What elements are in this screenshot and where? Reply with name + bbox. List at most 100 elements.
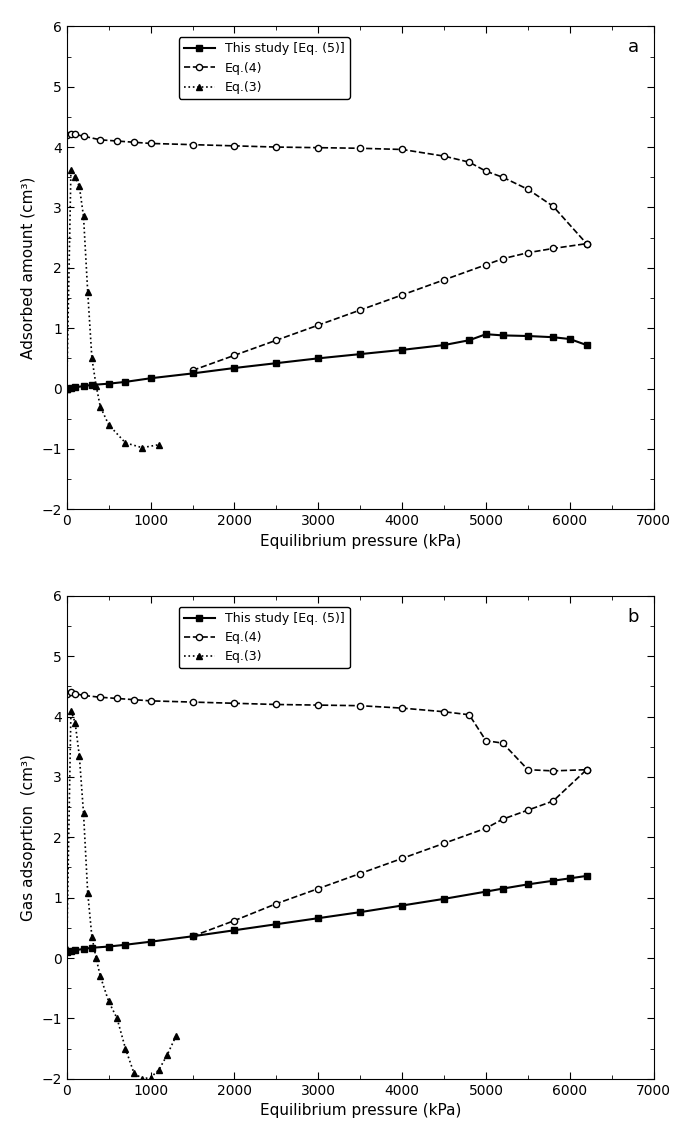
Eq.(3) (84, 285, 92, 298)
Eq.(4) (524, 182, 532, 196)
This study [Eq. (5)] (499, 328, 507, 342)
Eq.(4) (113, 691, 121, 705)
Eq.(4) (499, 736, 507, 749)
Eq.(4) (549, 764, 557, 778)
Text: a: a (628, 39, 639, 57)
Eq.(3) (80, 806, 88, 820)
Eq.(4) (96, 690, 104, 704)
Eq.(4) (583, 237, 591, 251)
This study [Eq. (5)] (121, 937, 129, 951)
Eq.(4) (465, 155, 473, 169)
Eq.(3) (104, 418, 113, 432)
This study [Eq. (5)] (549, 330, 557, 344)
Eq.(4) (482, 164, 490, 178)
Line: Eq.(4): Eq.(4) (64, 131, 590, 247)
This study [Eq. (5)] (88, 378, 96, 392)
Eq.(3) (84, 886, 92, 900)
Line: Eq.(4): Eq.(4) (64, 689, 590, 775)
Legend: This study [Eq. (5)], Eq.(4), Eq.(3): This study [Eq. (5)], Eq.(4), Eq.(3) (179, 607, 349, 669)
Eq.(4) (272, 698, 280, 712)
Eq.(4) (440, 149, 448, 163)
Eq.(4) (314, 141, 322, 155)
Eq.(3) (62, 382, 71, 395)
This study [Eq. (5)] (583, 869, 591, 883)
This study [Eq. (5)] (583, 338, 591, 352)
Eq.(4) (549, 199, 557, 213)
X-axis label: Equilibrium pressure (kPa): Equilibrium pressure (kPa) (260, 1104, 461, 1118)
Eq.(3) (138, 1072, 147, 1085)
Eq.(3) (71, 715, 80, 729)
Eq.(4) (230, 696, 239, 710)
Line: Eq.(3): Eq.(3) (64, 167, 162, 451)
Eq.(4) (188, 695, 197, 708)
Eq.(4) (398, 702, 406, 715)
This study [Eq. (5)] (314, 352, 322, 366)
This study [Eq. (5)] (272, 917, 280, 931)
This study [Eq. (5)] (104, 377, 113, 391)
X-axis label: Equilibrium pressure (kPa): Equilibrium pressure (kPa) (260, 534, 461, 549)
Eq.(3) (92, 378, 100, 392)
Eq.(4) (96, 133, 104, 147)
This study [Eq. (5)] (314, 911, 322, 925)
This study [Eq. (5)] (188, 367, 197, 380)
Eq.(4) (67, 686, 75, 699)
This study [Eq. (5)] (71, 380, 80, 394)
Eq.(4) (482, 734, 490, 747)
Eq.(4) (113, 134, 121, 148)
Eq.(3) (147, 1071, 155, 1084)
Line: This study [Eq. (5)]: This study [Eq. (5)] (64, 331, 590, 392)
This study [Eq. (5)] (188, 929, 197, 943)
This study [Eq. (5)] (121, 375, 129, 388)
This study [Eq. (5)] (62, 382, 71, 395)
Eq.(3) (62, 942, 71, 956)
Eq.(4) (465, 708, 473, 722)
Eq.(4) (80, 689, 88, 703)
Eq.(4) (583, 763, 591, 777)
This study [Eq. (5)] (440, 892, 448, 906)
Y-axis label: Gas adsoprtion  (cm³): Gas adsoprtion (cm³) (21, 754, 36, 920)
This study [Eq. (5)] (62, 945, 71, 959)
Eq.(3) (96, 400, 104, 413)
Eq.(4) (67, 126, 75, 140)
Eq.(3) (121, 436, 129, 450)
Eq.(4) (524, 763, 532, 777)
Eq.(3) (155, 437, 163, 451)
This study [Eq. (5)] (465, 334, 473, 347)
This study [Eq. (5)] (88, 941, 96, 954)
Eq.(3) (155, 1063, 163, 1076)
This study [Eq. (5)] (549, 874, 557, 887)
This study [Eq. (5)] (71, 943, 80, 957)
This study [Eq. (5)] (272, 357, 280, 370)
This study [Eq. (5)] (230, 924, 239, 937)
Eq.(3) (67, 163, 75, 177)
This study [Eq. (5)] (524, 329, 532, 343)
This study [Eq. (5)] (524, 877, 532, 891)
Eq.(4) (71, 687, 80, 700)
Eq.(4) (499, 171, 507, 185)
Eq.(3) (138, 441, 147, 454)
Eq.(4) (440, 705, 448, 719)
This study [Eq. (5)] (356, 906, 365, 919)
Eq.(4) (188, 138, 197, 151)
This study [Eq. (5)] (482, 327, 490, 341)
Eq.(3) (163, 1048, 172, 1062)
This study [Eq. (5)] (147, 371, 155, 385)
This study [Eq. (5)] (80, 942, 88, 956)
Eq.(3) (113, 1011, 121, 1025)
Eq.(4) (71, 128, 80, 141)
Eq.(3) (75, 180, 84, 194)
Line: Eq.(3): Eq.(3) (64, 707, 179, 1082)
Eq.(3) (67, 704, 75, 718)
This study [Eq. (5)] (565, 871, 574, 885)
This study [Eq. (5)] (499, 882, 507, 895)
Line: This study [Eq. (5)]: This study [Eq. (5)] (64, 872, 590, 956)
Eq.(4) (62, 129, 71, 142)
Eq.(3) (96, 969, 104, 983)
This study [Eq. (5)] (356, 347, 365, 361)
This study [Eq. (5)] (67, 382, 75, 395)
Eq.(4) (129, 136, 138, 149)
Legend: This study [Eq. (5)], Eq.(4), Eq.(3): This study [Eq. (5)], Eq.(4), Eq.(3) (179, 38, 349, 99)
Y-axis label: Adsorbed amount (cm³): Adsorbed amount (cm³) (21, 177, 36, 359)
Eq.(4) (62, 687, 71, 700)
Eq.(3) (129, 1066, 138, 1080)
